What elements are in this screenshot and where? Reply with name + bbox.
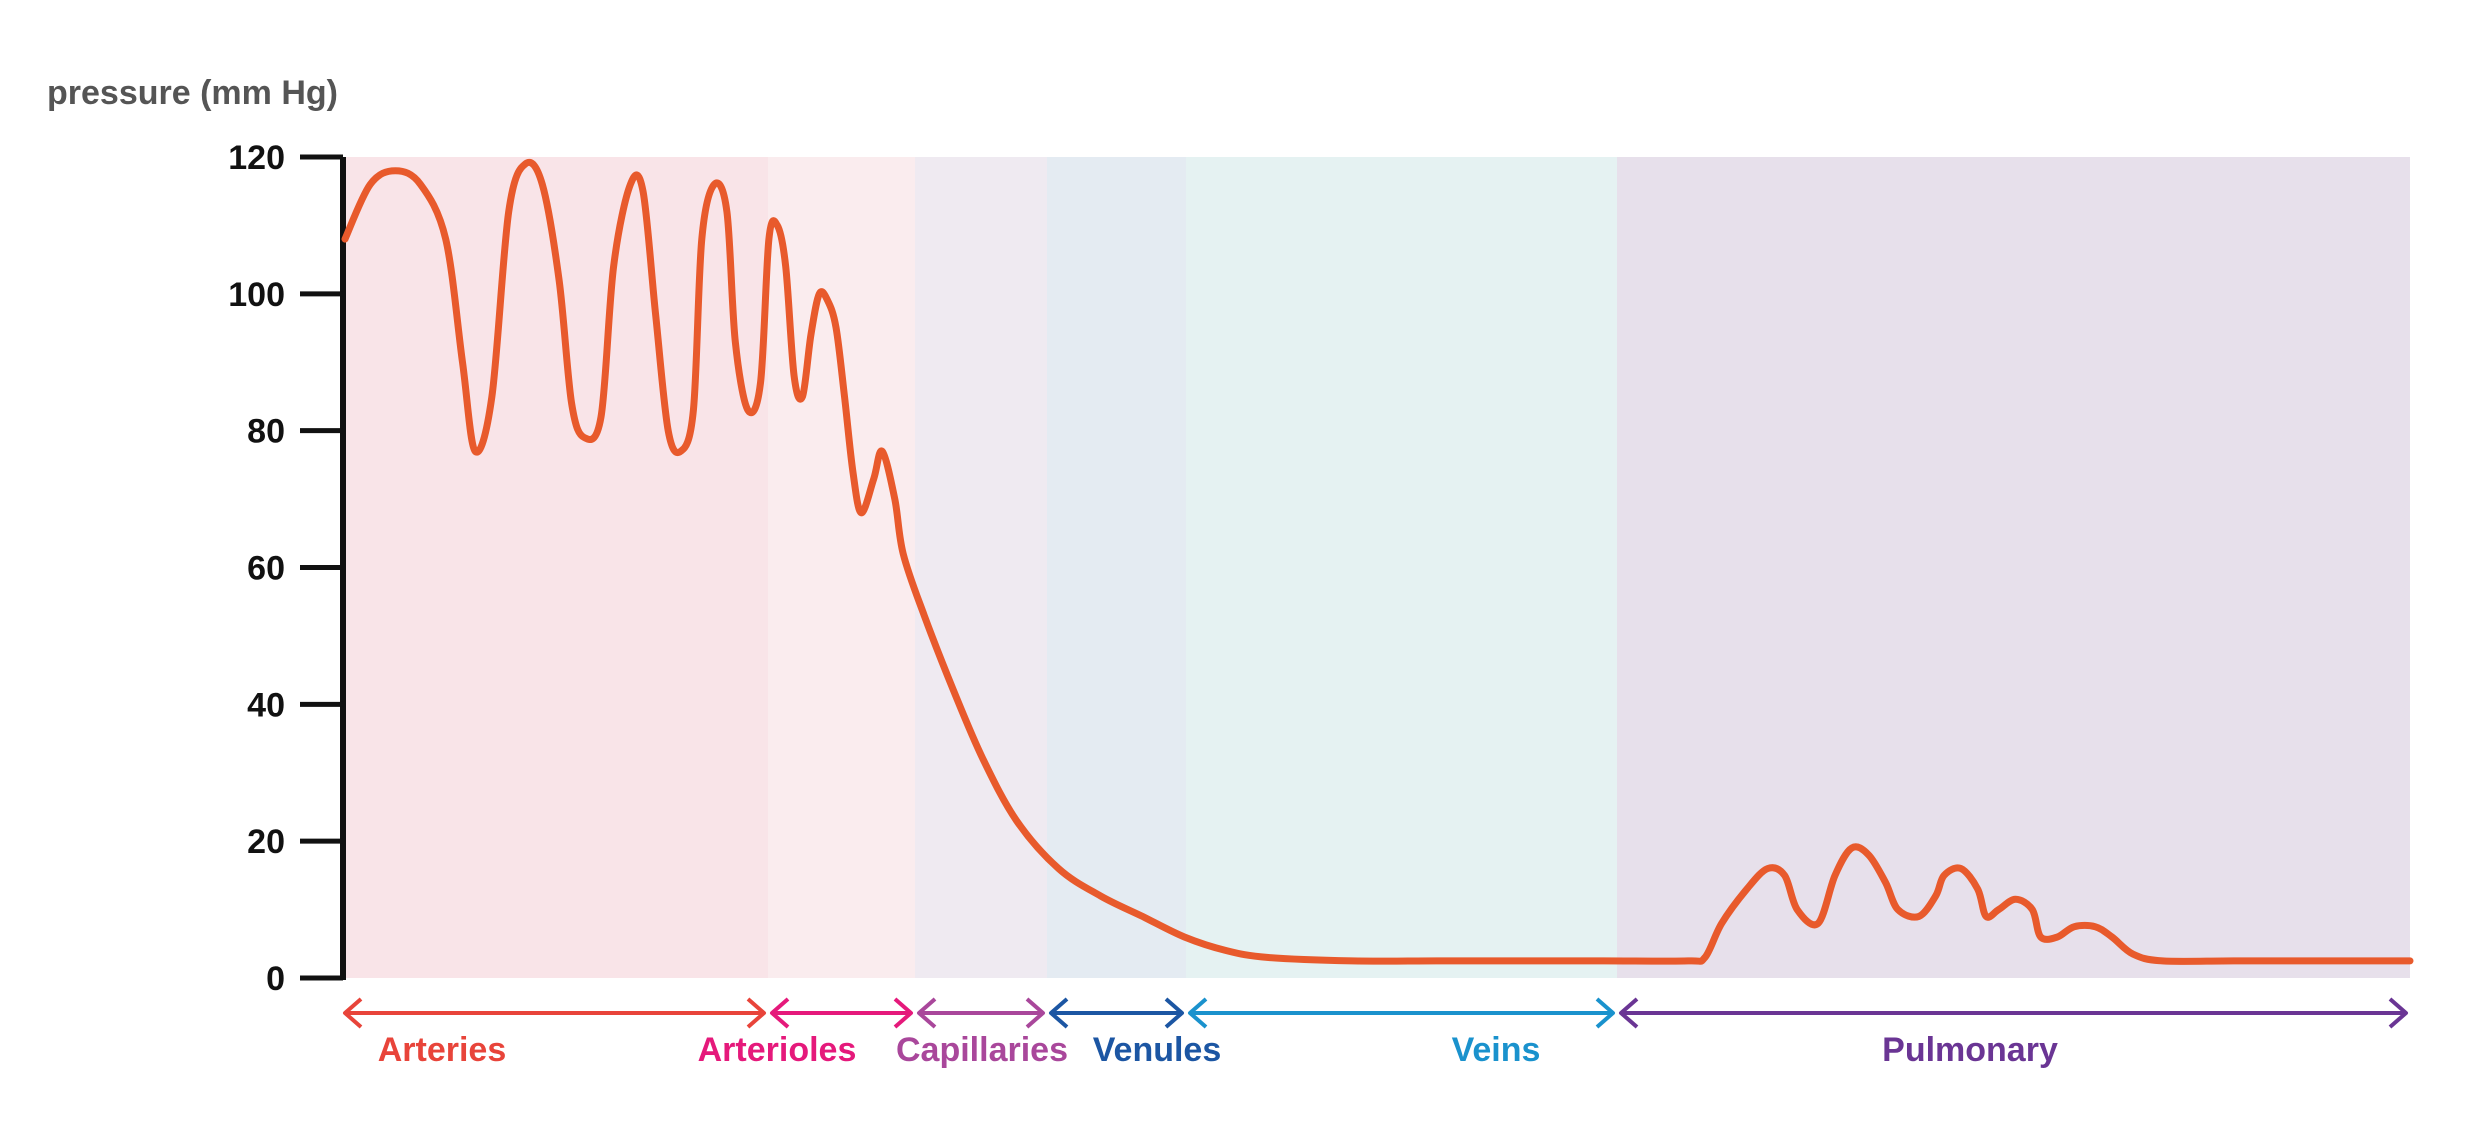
arrow-pulmonary [1619,997,2408,1029]
series-layer [341,158,2414,965]
region-label-arterioles: Arterioles [698,1031,857,1069]
y-tick-label-40: 40 [247,686,285,724]
arrow-arterioles [770,997,913,1029]
region-bg-capillaries [915,157,1047,978]
region-labels: Arteries Arterioles Capillaries Venules Vein… [378,1031,2058,1069]
y-tick-label-60: 60 [247,550,285,588]
region-label-pulmonary: Pulmonary [1882,1031,2058,1069]
arrow-venules [1049,997,1184,1029]
region-label-veins: Veins [1452,1031,1541,1069]
region-bg-veins [1186,157,1617,978]
region-label-capillaries: Capillaries [896,1031,1068,1069]
y-axis-label: pressure (mm Hg) [47,74,338,112]
region-label-venules: Venules [1093,1031,1222,1069]
region-arrows [343,997,2408,1029]
y-tick-label-20: 20 [247,823,285,861]
y-tick-label-0: 0 [266,960,285,998]
region-backgrounds [345,157,2410,978]
pressure-line-0 [341,158,2414,965]
y-tick-label-100: 100 [228,276,285,314]
region-bg-venules [1047,157,1186,978]
y-tick-label-120: 120 [228,139,285,177]
arrow-capillaries [917,997,1045,1029]
y-tick-label-80: 80 [247,413,285,451]
y-axis: 0 20 40 60 80 100 120 [228,139,346,998]
arrow-arteries [343,997,766,1029]
region-bg-pulmonary [1617,157,2410,978]
arrow-veins [1188,997,1615,1029]
region-bg-arterioles [768,157,915,978]
region-label-arteries: Arteries [378,1031,507,1069]
